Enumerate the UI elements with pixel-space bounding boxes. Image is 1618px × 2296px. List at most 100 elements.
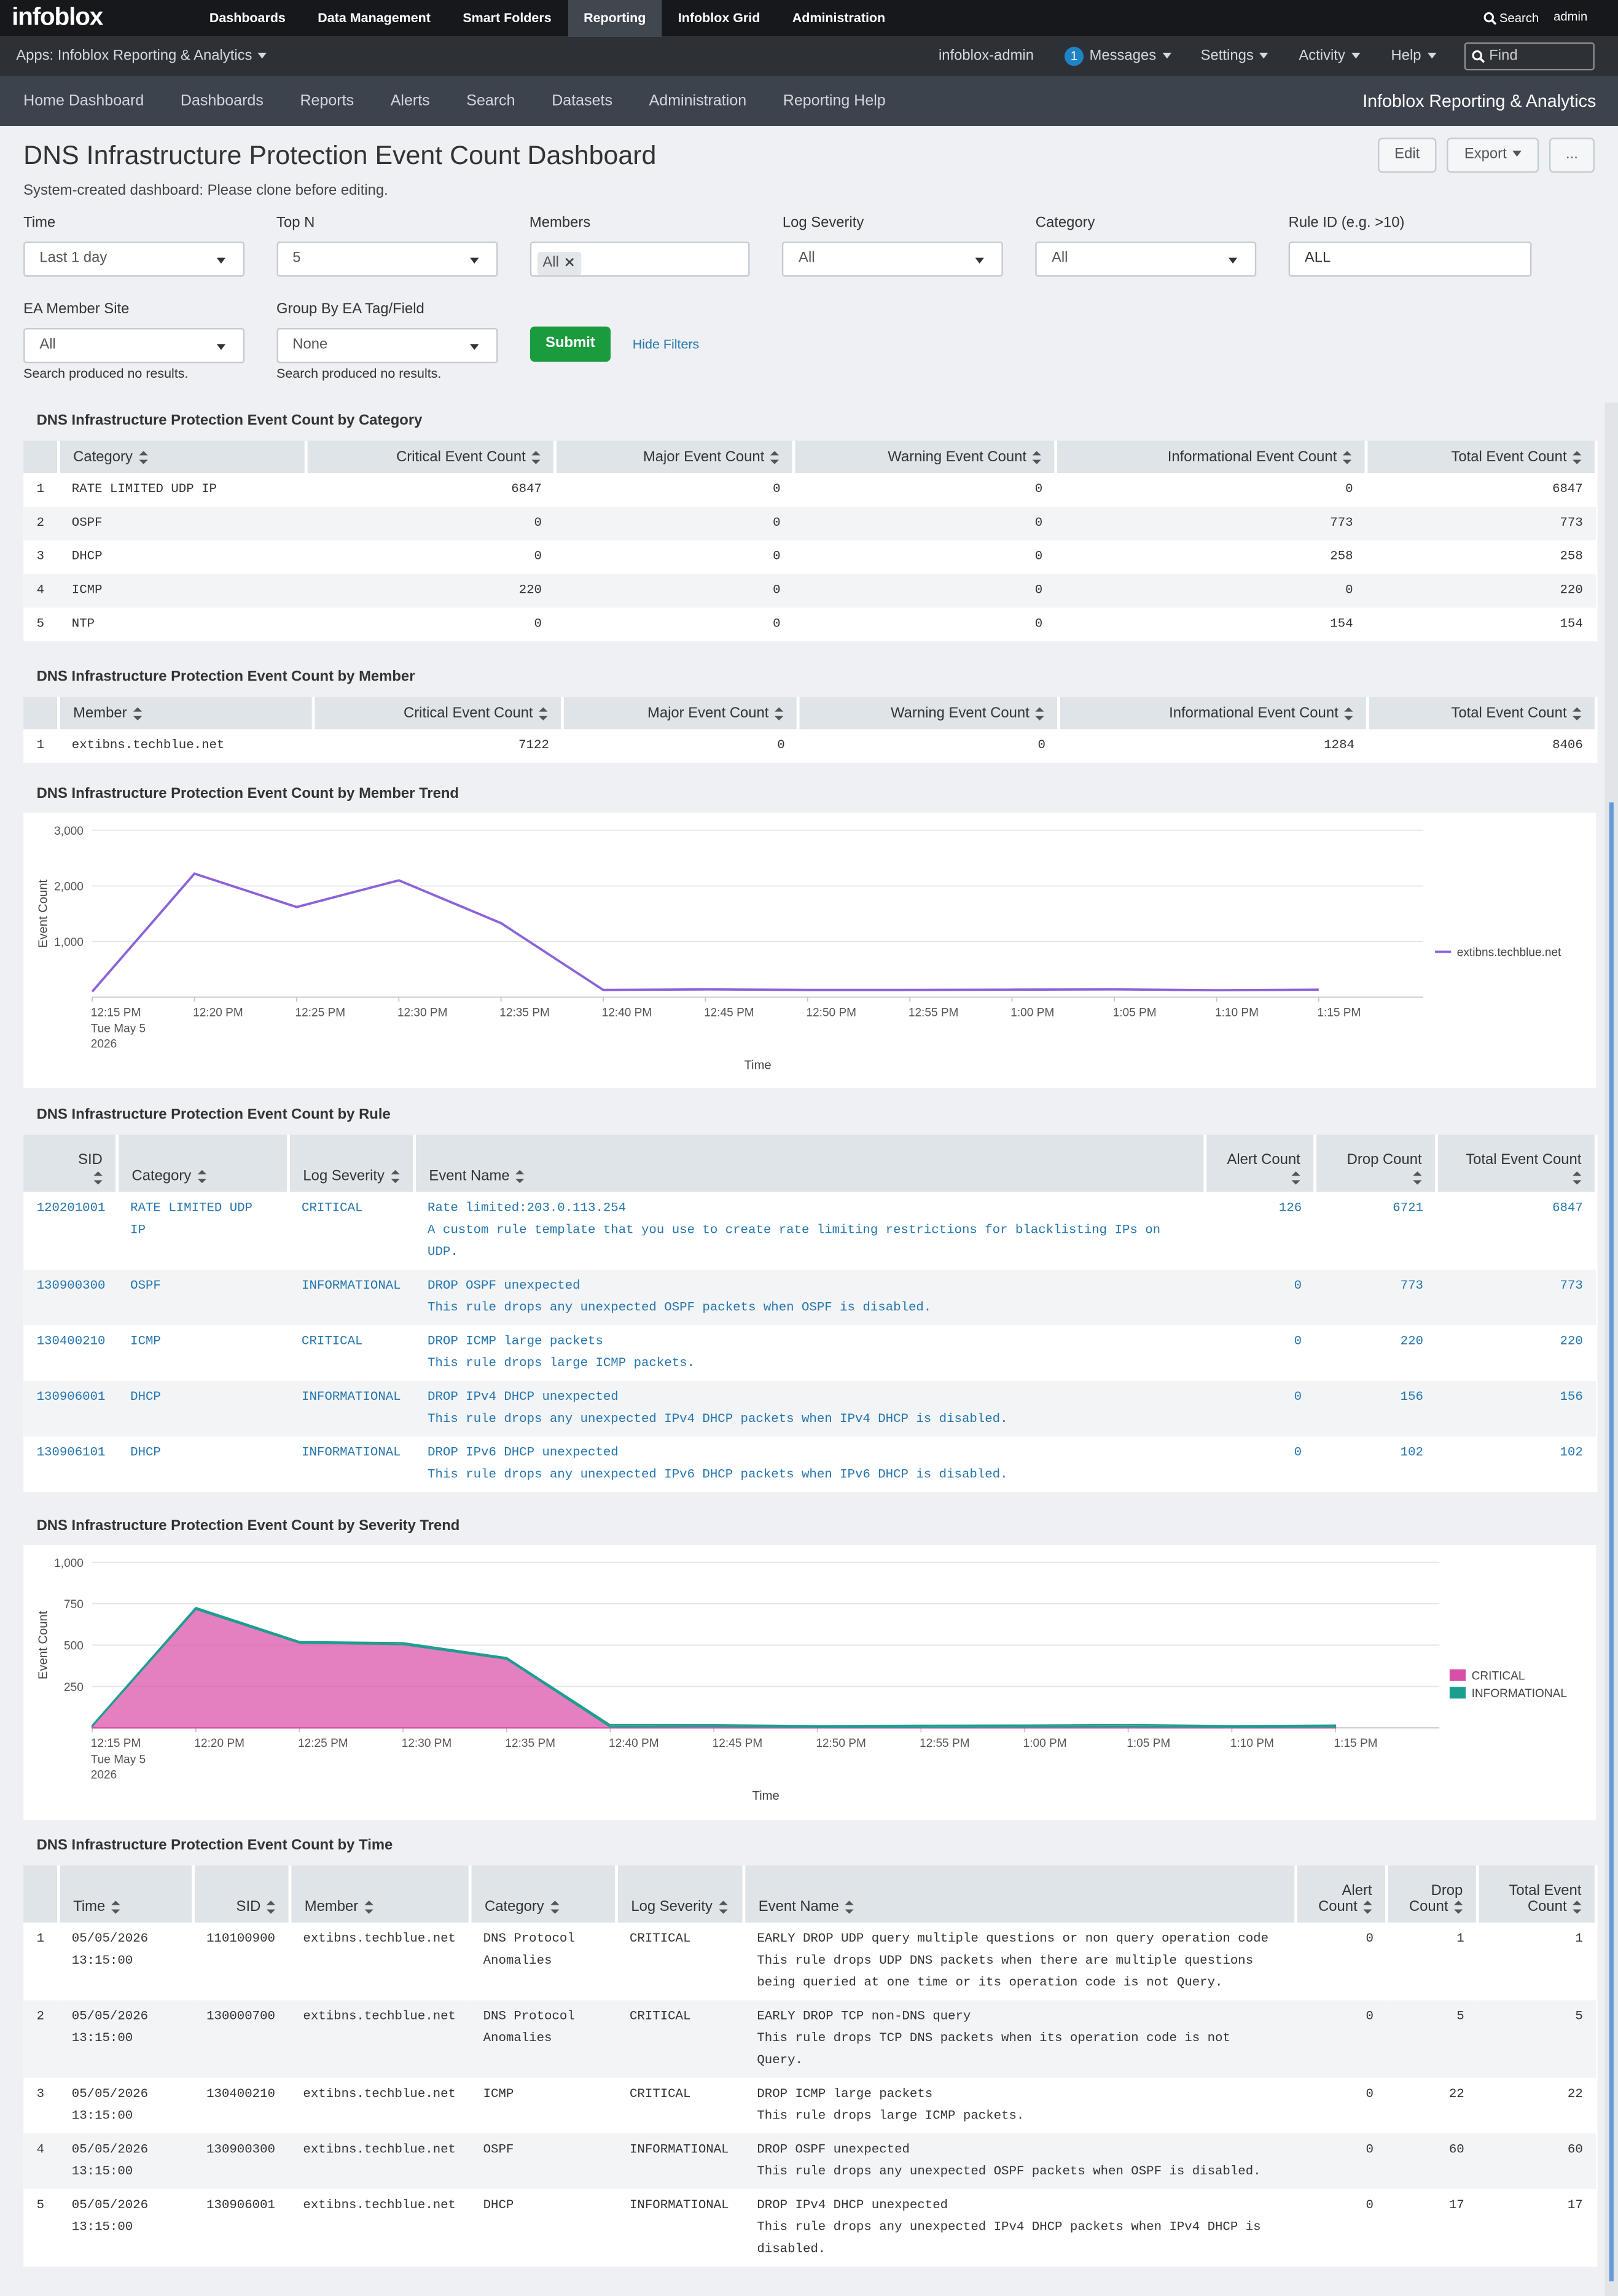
sub-nav-item[interactable]: Alerts xyxy=(390,92,430,110)
chart: 1,000 2,000 3,000 12:15 PM 12:20 PM 12:25 PM 1… xyxy=(36,825,1561,1072)
header-cell[interactable]: Critical Event Count xyxy=(306,440,557,474)
top-nav-item[interactable]: Data Management xyxy=(318,10,431,25)
table-cell: 0 xyxy=(1034,549,1043,564)
header-row: Category Critical Event Count Major Event … xyxy=(23,440,1598,474)
filter-dropdown[interactable]: All xyxy=(1035,241,1257,277)
header-cell[interactable]: Critical Event Count xyxy=(313,697,564,730)
header-cell[interactable]: Total Event Count xyxy=(1367,697,1598,730)
header-cell[interactable]: Alert Count xyxy=(1205,1134,1316,1192)
x-tick-label: 1:05 PM xyxy=(1127,1737,1170,1750)
header-cell[interactable]: Member xyxy=(289,1865,472,1923)
sub-nav-item[interactable]: Reports xyxy=(300,92,354,110)
sub-nav-item[interactable]: Reporting Help xyxy=(783,92,886,110)
header-cell[interactable]: Time xyxy=(58,1865,195,1923)
filter-label: EA Member Site xyxy=(23,302,130,318)
table-body: 120201001 RATE LIMITED UDP IP CRITICAL Rate… xyxy=(23,1192,1597,1493)
header-cell[interactable]: Member xyxy=(58,697,315,730)
top-nav-item[interactable]: Dashboards xyxy=(209,10,286,25)
dashboard-panel: DNS Infrastructure Protection Event Coun… xyxy=(23,1517,1597,1821)
filter-tag[interactable]: All xyxy=(529,241,749,277)
header-cell[interactable]: Alert Count xyxy=(1296,1865,1388,1923)
x-tick-label: 12:40 PM xyxy=(609,1737,659,1750)
header-cell[interactable]: Category xyxy=(470,1865,618,1923)
sub-nav-item[interactable]: Search xyxy=(466,92,515,110)
hide-filters-link[interactable]: Hide Filters xyxy=(632,337,700,352)
submit-button[interactable]: Submit xyxy=(530,326,611,362)
table-cell: DROP IPv4 DHCP unexpected This rule drops… xyxy=(744,2189,1296,2267)
filter-dropdown[interactable]: None xyxy=(276,328,498,364)
top-nav-item[interactable]: Administration xyxy=(792,10,886,25)
header-cell[interactable]: Category xyxy=(58,440,308,474)
sub-nav-item[interactable]: Datasets xyxy=(552,92,612,110)
event-description: This rule drops UDP DNS packets when the… xyxy=(757,1953,1254,1990)
top-nav-item[interactable]: Smart Folders xyxy=(463,10,552,25)
header-cell[interactable]: Event Name xyxy=(743,1865,1297,1923)
app-bar-menu[interactable]: Activity xyxy=(1299,37,1360,76)
sub-nav-item[interactable]: Administration xyxy=(649,92,747,110)
messages-menu[interactable]: 1 Messages xyxy=(1064,37,1171,76)
filter-dropdown[interactable]: 5 xyxy=(276,241,498,277)
header-cell[interactable]: SID xyxy=(23,1134,119,1192)
app-menu[interactable]: Apps: Infoblox Reporting & Analytics xyxy=(16,37,267,76)
sub-nav-item[interactable]: Dashboards xyxy=(180,92,264,110)
header-cell[interactable]: SID xyxy=(193,1865,292,1923)
app-bar-menu[interactable]: Help xyxy=(1391,37,1436,76)
header-cell[interactable]: Total Event Count xyxy=(1366,440,1598,474)
app-bar-menu[interactable]: Settings xyxy=(1201,37,1268,76)
header-cell[interactable]: Drop Count xyxy=(1386,1865,1479,1923)
table-row[interactable]: 130906001 DHCP INFORMATIONAL DROP IPv4 DHCP… xyxy=(23,1381,1597,1437)
filter-dropdown[interactable]: All xyxy=(23,328,245,364)
header-cell[interactable]: Category xyxy=(117,1134,290,1192)
table-cell: 0 xyxy=(793,506,1056,541)
find-placeholder: Find xyxy=(1489,48,1518,64)
header-cell[interactable]: Event Name xyxy=(414,1134,1207,1192)
menu-text: Activity xyxy=(1299,48,1345,64)
header-cell[interactable]: Log Severity xyxy=(288,1134,416,1192)
header-cell[interactable]: Major Event Count xyxy=(562,697,800,730)
header-cell[interactable]: Informational Event Count xyxy=(1055,440,1368,474)
top-nav-item[interactable]: Reporting xyxy=(567,0,662,37)
header-cell[interactable]: Total Event Count xyxy=(1477,1865,1598,1923)
filter-dropdown[interactable]: All xyxy=(782,241,1004,277)
filter-dropdown[interactable]: Last 1 day xyxy=(23,241,245,277)
sub-nav-items: Home Dashboard Dashboards Reports Alerts Sea… xyxy=(23,76,922,126)
table-cell: 130900300 xyxy=(193,2133,290,2189)
tag-remove[interactable] xyxy=(563,257,575,268)
table-row[interactable]: 120201001 RATE LIMITED UDP IP CRITICAL Rate… xyxy=(23,1192,1596,1270)
table-cell: 0 xyxy=(1366,2087,1374,2101)
table-row[interactable]: 130400210 ICMP CRITICAL DROP ICMP large pac… xyxy=(23,1325,1596,1381)
panel-title: DNS Infrastructure Protection Event Coun… xyxy=(36,1518,460,1535)
header-cell[interactable]: Major Event Count xyxy=(555,440,795,474)
table-row[interactable]: 130900300 OSPF INFORMATIONAL DROP OSPF unex… xyxy=(23,1269,1597,1326)
header-button[interactable]: ... xyxy=(1549,138,1595,173)
table-cell: INFORMATIONAL xyxy=(629,2198,729,2213)
app-user[interactable]: infoblox-admin xyxy=(938,48,1034,64)
header-cell[interactable]: Drop Count xyxy=(1315,1134,1438,1192)
scrollbar-thumb xyxy=(1609,802,1614,2282)
table-row[interactable]: 130906101 DHCP INFORMATIONAL DROP IPv6 DHCP… xyxy=(23,1437,1596,1493)
top-nav-item[interactable]: Infoblox Grid xyxy=(678,10,760,25)
header-cell[interactable]: Warning Event Count xyxy=(798,697,1060,730)
header-button[interactable]: Export xyxy=(1447,138,1539,173)
table-cell: 258 xyxy=(1330,549,1353,564)
header-cell[interactable]: Informational Event Count xyxy=(1058,697,1369,730)
header-text: Informational Event Count xyxy=(1167,449,1337,466)
event-name: EARLY DROP TCP non-DNS query xyxy=(757,2009,971,2024)
top-search[interactable]: Search xyxy=(1483,0,1539,37)
table-cell: NTP xyxy=(71,616,95,631)
user-menu[interactable]: admin xyxy=(1554,9,1588,24)
header-cell[interactable]: Total Event Count xyxy=(1436,1134,1598,1192)
sub-nav-item[interactable]: Home Dashboard xyxy=(23,92,144,110)
header-cell[interactable]: Log Severity xyxy=(616,1865,746,1923)
header-cell[interactable]: Warning Event Count xyxy=(793,440,1058,474)
header-button[interactable]: Edit xyxy=(1378,138,1437,173)
table-cell: 130900300 xyxy=(23,1269,117,1326)
find-box[interactable]: Find xyxy=(1464,42,1595,71)
header-text: Alert Count xyxy=(1318,1883,1372,1916)
dropdown-caret xyxy=(469,344,479,350)
row-number: 2 xyxy=(23,2000,59,2078)
filter-text[interactable]: ALL xyxy=(1288,241,1532,277)
table-cell: 220 xyxy=(1560,1333,1583,1349)
row-number: 4 xyxy=(23,2133,59,2189)
sort-icon xyxy=(1342,450,1352,464)
